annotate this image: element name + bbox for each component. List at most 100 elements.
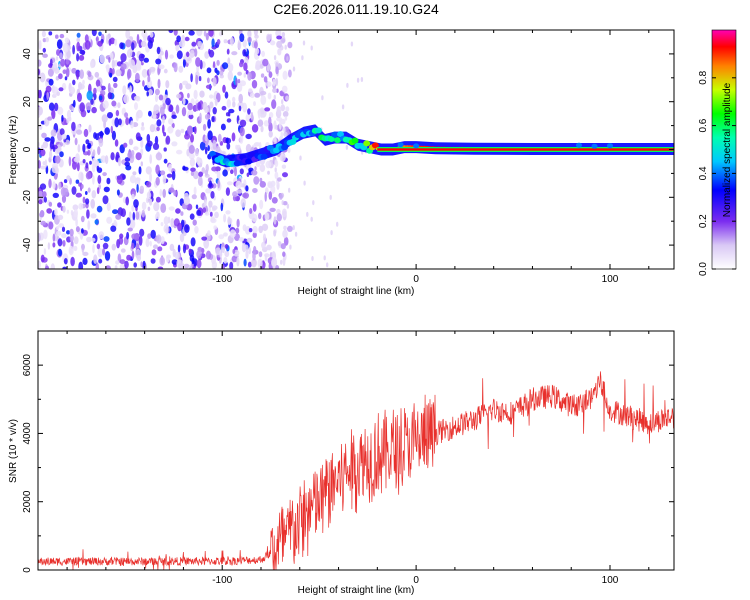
- noise-speck: [284, 44, 287, 50]
- noise-speck: [226, 48, 230, 55]
- noise-speck: [193, 89, 198, 100]
- noise-speck: [65, 67, 70, 78]
- noise-speck: [135, 152, 142, 161]
- noise-speck: [120, 63, 127, 70]
- noise-speck: [48, 78, 54, 86]
- noise-speck: [231, 51, 238, 56]
- noise-speck: [165, 225, 169, 235]
- noise-speck: [110, 125, 114, 134]
- noise-speck: [188, 153, 195, 160]
- noise-speck: [57, 106, 64, 115]
- noise-speck: [102, 172, 107, 177]
- noise-speck: [114, 38, 118, 46]
- noise-speck: [248, 247, 251, 255]
- noise-speck: [275, 124, 278, 130]
- noise-speck: [77, 92, 82, 103]
- noise-speck: [92, 244, 95, 254]
- noise-speck: [141, 68, 148, 78]
- noise-speck: [140, 161, 143, 167]
- noise-speck: [57, 238, 63, 247]
- noise-speck: [227, 57, 231, 65]
- ridge-mark: [233, 160, 241, 167]
- noise-speck: [118, 157, 121, 167]
- noise-speck: [283, 126, 286, 134]
- noise-speck: [176, 50, 183, 60]
- noise-speck: [239, 135, 244, 144]
- noise-speck: [91, 106, 97, 114]
- noise-speck: [141, 122, 144, 127]
- noise-speck: [326, 262, 329, 268]
- noise-speck: [126, 48, 133, 58]
- noise-speck: [198, 76, 202, 82]
- noise-speck: [104, 251, 111, 261]
- noise-speck: [124, 157, 131, 162]
- noise-speck: [188, 144, 195, 154]
- noise-speck: [131, 193, 135, 200]
- noise-speck: [94, 219, 99, 225]
- noise-speck: [258, 225, 264, 234]
- noise-speck: [247, 36, 252, 43]
- noise-speck: [232, 101, 236, 108]
- noise-speck: [90, 98, 94, 105]
- noise-speck: [97, 40, 103, 47]
- noise-speck: [166, 173, 173, 178]
- noise-speck: [252, 225, 258, 234]
- noise-speck: [204, 169, 209, 176]
- noise-speck: [105, 265, 111, 269]
- noise-speck: [189, 213, 195, 220]
- noise-speck: [220, 123, 226, 131]
- noise-speck: [242, 49, 247, 57]
- noise-speck: [277, 48, 282, 56]
- noise-speck: [43, 229, 48, 240]
- noise-speck: [212, 139, 217, 150]
- noise-speck: [177, 263, 185, 269]
- noise-speck: [276, 213, 282, 222]
- chart-title: C2E6.2026.011.19.10.G24: [273, 1, 439, 17]
- noise-speck: [207, 230, 211, 237]
- noise-speck: [278, 120, 282, 130]
- noise-speck: [155, 58, 162, 65]
- noise-speck: [87, 149, 91, 156]
- noise-speck: [236, 144, 241, 153]
- noise-speck: [162, 115, 165, 124]
- noise-speck: [142, 260, 146, 269]
- noise-speck: [39, 72, 46, 83]
- noise-speck: [149, 154, 152, 164]
- ridge-mark: [397, 142, 404, 148]
- noise-speck: [147, 206, 151, 211]
- noise-speck: [75, 179, 80, 184]
- noise-speck: [275, 66, 279, 75]
- noise-speck: [231, 132, 236, 142]
- noise-speck: [226, 99, 231, 108]
- noise-speck: [216, 39, 221, 45]
- colorbar: 0.0 0.2 0.4 0.6 0.8 Normalized spectral ampl…: [698, 29, 737, 276]
- noise-speck: [240, 198, 246, 208]
- noise-speck: [61, 226, 66, 232]
- noise-speck: [58, 87, 64, 92]
- noise-speck: [120, 248, 126, 253]
- noise-speck: [115, 109, 120, 117]
- noise-speck: [80, 172, 84, 182]
- noise-speck: [239, 33, 245, 42]
- noise-speck: [100, 85, 106, 91]
- noise-speck: [164, 49, 169, 60]
- noise-speck: [165, 97, 171, 106]
- noise-speck: [157, 78, 161, 89]
- noise-speck: [59, 33, 65, 39]
- noise-speck: [103, 186, 110, 193]
- noise-speck: [171, 122, 175, 129]
- noise-speck: [62, 42, 69, 53]
- noise-speck: [323, 255, 326, 261]
- noise-speck: [69, 86, 76, 95]
- noise-speck: [47, 242, 51, 250]
- noise-speck: [266, 81, 272, 87]
- noise-speck: [267, 170, 270, 175]
- noise-speck: [254, 92, 261, 98]
- noise-speck: [58, 181, 62, 190]
- noise-speck: [148, 68, 152, 76]
- noise-speck: [98, 138, 104, 148]
- noise-speck: [216, 59, 220, 66]
- noise-speck: [45, 85, 52, 93]
- noise-speck: [88, 124, 92, 133]
- noise-speck: [56, 39, 63, 50]
